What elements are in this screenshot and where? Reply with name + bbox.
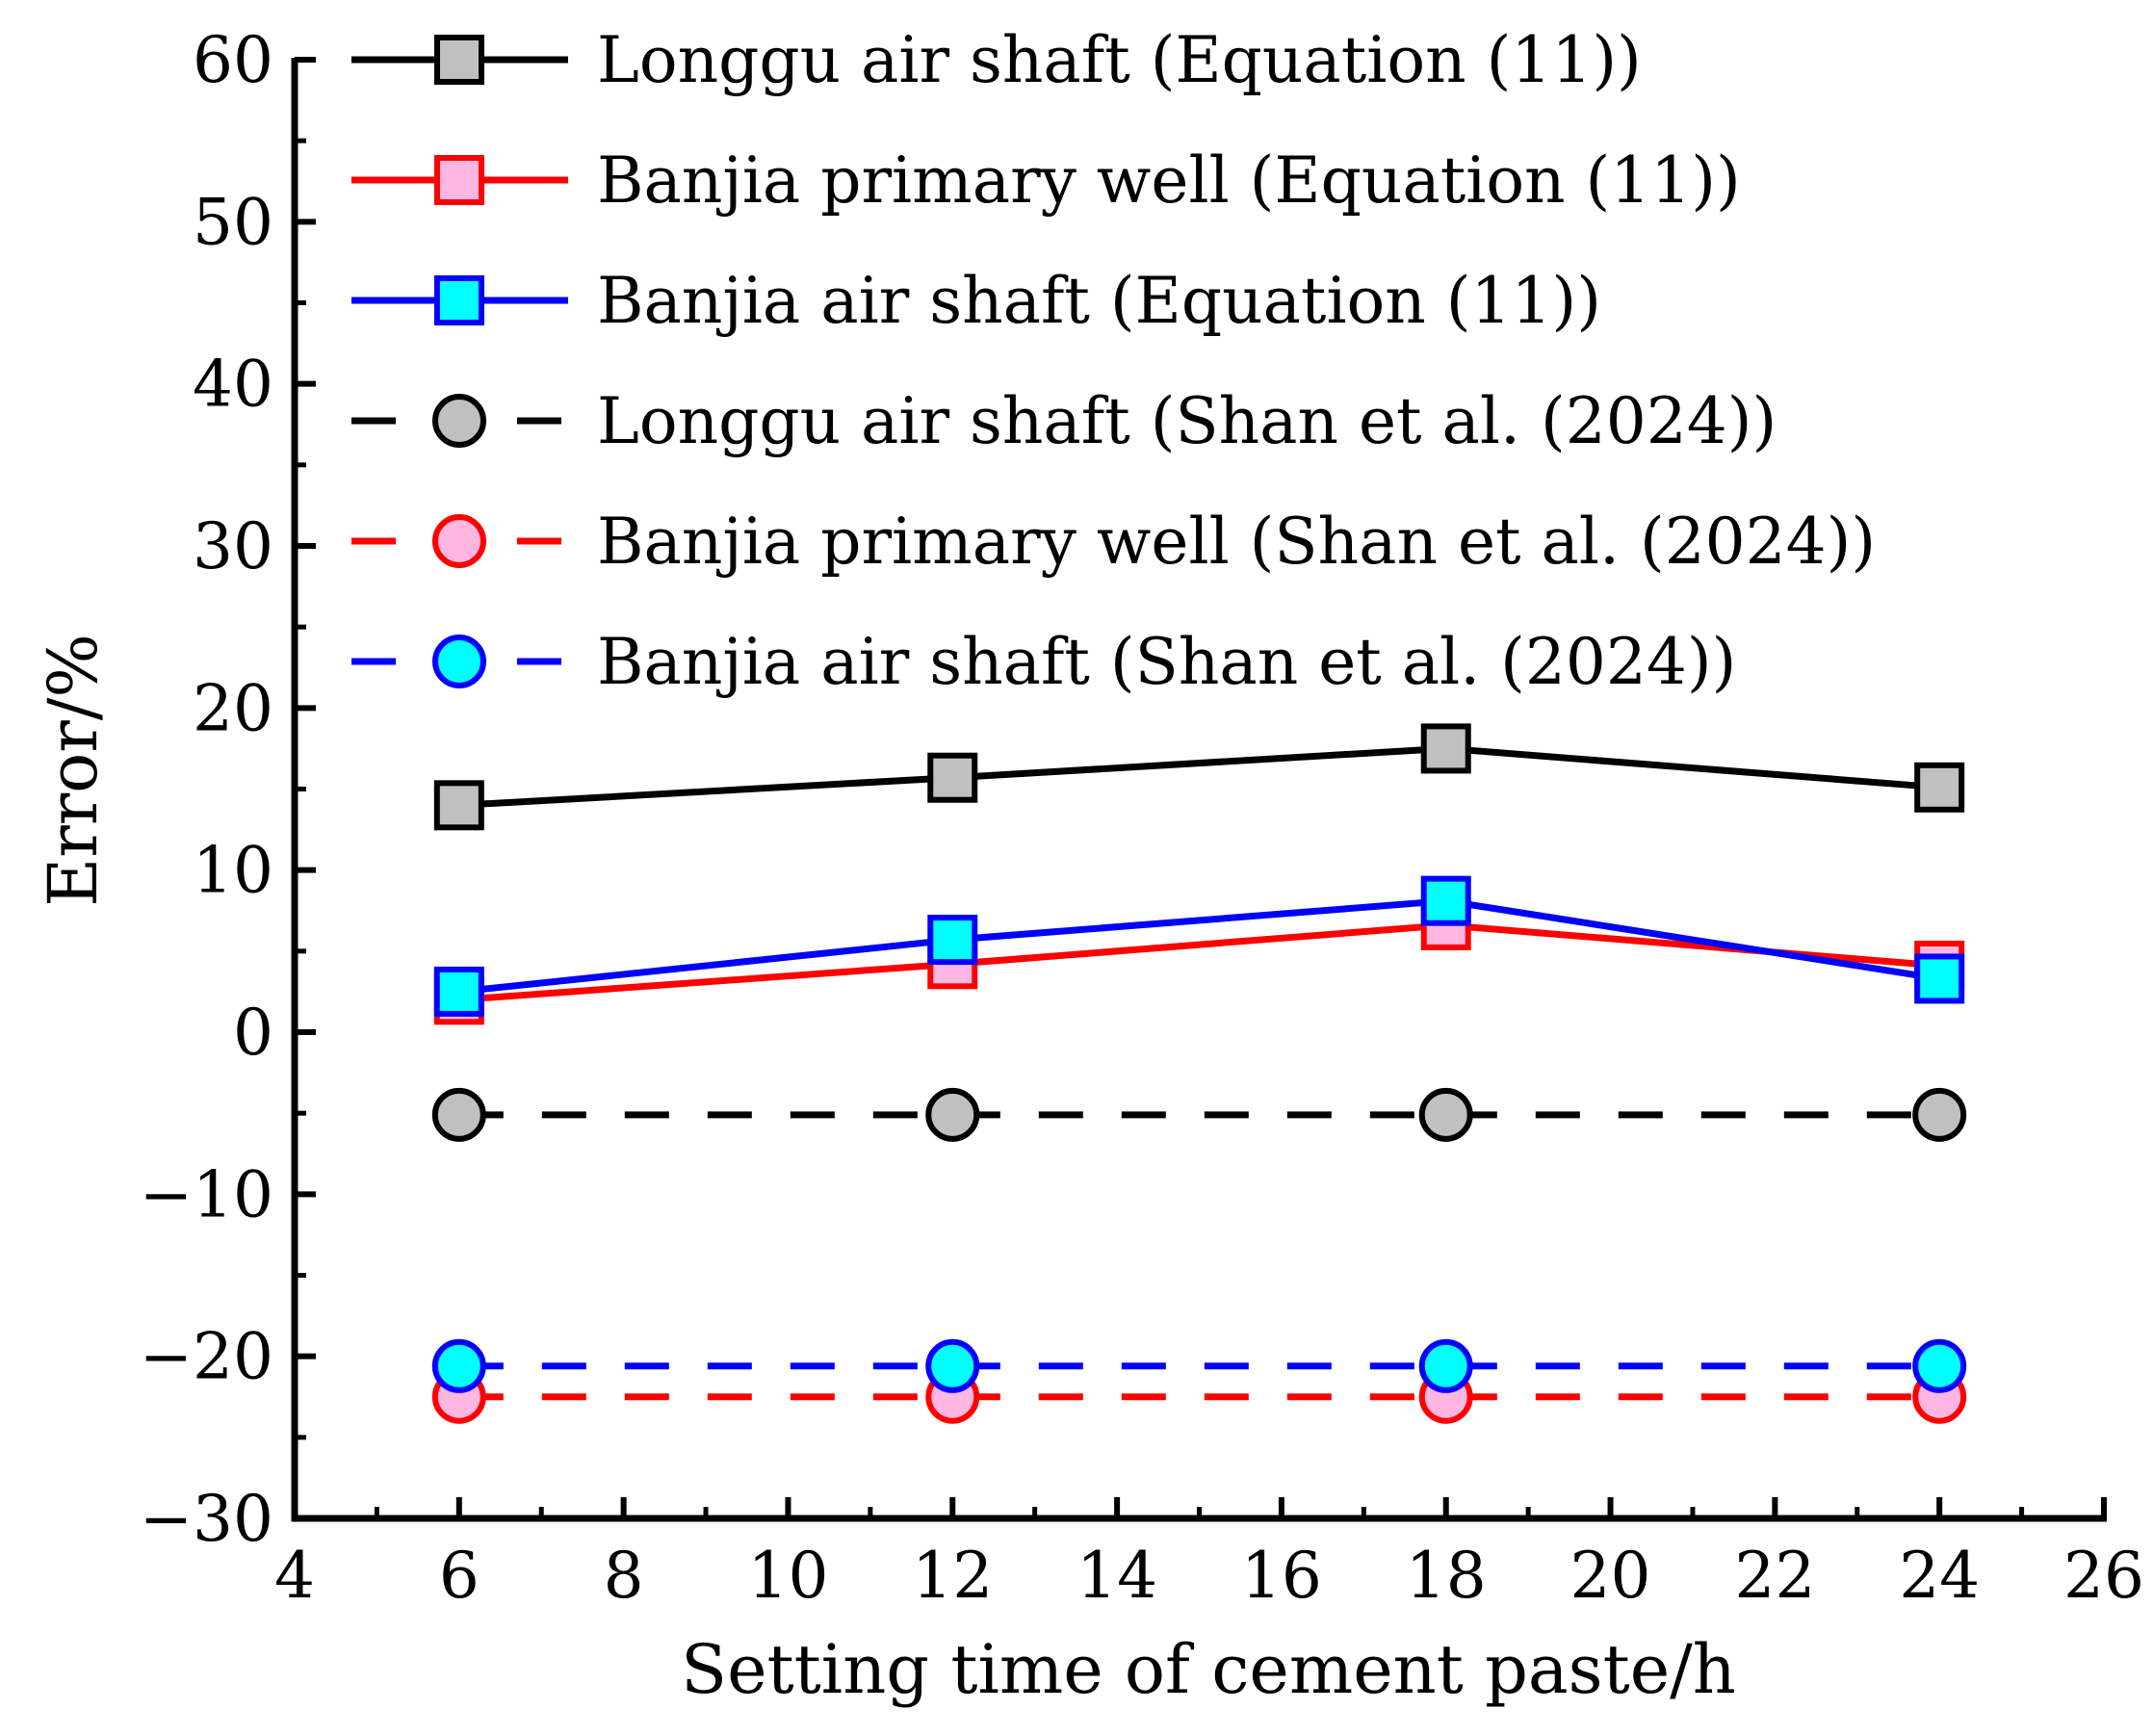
series-line (458, 921, 1940, 1003)
data-point (927, 752, 978, 803)
y-tick-label: −10 (140, 1157, 273, 1231)
x-tick-label: 24 (1899, 1539, 1980, 1613)
y-axis-title: Error/% (34, 634, 113, 907)
x-tick-label: 6 (439, 1539, 480, 1613)
legend-item: Banjia primary well (Shan et al. (2024)) (351, 505, 1876, 579)
legend-item: Longgu air shaft (Shan et al. (2024)) (351, 384, 1777, 458)
legend-label: Banjia air shaft (Equation (11)) (597, 264, 1601, 338)
y-tick-label: −20 (140, 1320, 273, 1394)
legend-item: Banjia air shaft (Equation (11)) (351, 264, 1601, 338)
plot-lines (431, 723, 1967, 1424)
x-tick-label: 26 (2063, 1539, 2144, 1613)
x-tick-label: 12 (912, 1539, 993, 1613)
legend-label: Longgu air shaft (Equation (11)) (597, 23, 1642, 97)
data-point (927, 915, 978, 966)
series-line (458, 744, 1940, 809)
x-axis-title: Setting time of cement paste/h (681, 1630, 1736, 1709)
data-point (1418, 1087, 1473, 1142)
data-point (431, 1338, 486, 1393)
legend-label: Banjia primary well (Shan et al. (2024)) (597, 505, 1876, 579)
legend-marker (434, 35, 484, 85)
legend-item: Longgu air shaft (Equation (11)) (351, 23, 1642, 97)
legend-marker (432, 635, 486, 688)
y-tick-label: 40 (193, 348, 273, 422)
y-tick-label: −30 (140, 1482, 273, 1556)
x-tick-label: 8 (604, 1539, 644, 1613)
y-tick-label: 20 (193, 671, 273, 745)
data-point (925, 1338, 980, 1393)
legend-marker (434, 155, 484, 205)
y-tick-label: 10 (193, 834, 273, 908)
ticks: 4 6 8 10 12 14 16 18 20 22 24 26 −30 −20 −10 0 10 20 30 40 5… (140, 23, 2144, 1613)
series-1 (433, 723, 1965, 831)
y-tick-label: 50 (193, 185, 273, 259)
x-tick-label: 14 (1076, 1539, 1157, 1613)
data-point (433, 966, 484, 1017)
legend-marker (434, 275, 484, 325)
legend-item: Banjia primary well (Equation (11)) (351, 143, 1741, 218)
x-tick-label: 18 (1406, 1539, 1487, 1613)
data-point (1912, 1338, 1967, 1393)
legend-item: Banjia air shaft (Shan et al. (2024)) (351, 625, 1736, 699)
data-point (1420, 875, 1471, 926)
data-point (1914, 762, 1965, 813)
series-3 (433, 875, 1965, 1017)
y-tick-label: 0 (233, 996, 273, 1070)
x-tick-label: 20 (1570, 1539, 1651, 1613)
x-tick-label: 4 (274, 1539, 315, 1613)
series-5 (431, 1369, 1967, 1424)
legend-marker (432, 514, 486, 568)
x-tick-label: 22 (1734, 1539, 1815, 1613)
legend-label: Longgu air shaft (Shan et al. (2024)) (597, 384, 1777, 458)
series-4 (431, 1087, 1967, 1142)
data-point (925, 1087, 980, 1142)
legend-label: Banjia air shaft (Shan et al. (2024)) (597, 625, 1736, 699)
y-tick-label: 30 (193, 509, 273, 583)
data-point (433, 780, 484, 831)
data-point (1914, 953, 1965, 1004)
series-6 (431, 1338, 1967, 1393)
data-point (431, 1087, 486, 1142)
x-tick-label: 10 (747, 1539, 828, 1613)
x-tick-label: 16 (1241, 1539, 1322, 1613)
data-point (1420, 723, 1471, 774)
legend-label: Banjia primary well (Equation (11)) (597, 143, 1741, 218)
y-tick-label: 60 (193, 23, 273, 97)
series-line (458, 897, 1940, 996)
legend: Longgu air shaft (Equation (11)) Banjia p… (351, 23, 1876, 699)
data-point (1912, 1087, 1967, 1142)
legend-marker (432, 394, 486, 448)
data-point (1418, 1338, 1473, 1393)
